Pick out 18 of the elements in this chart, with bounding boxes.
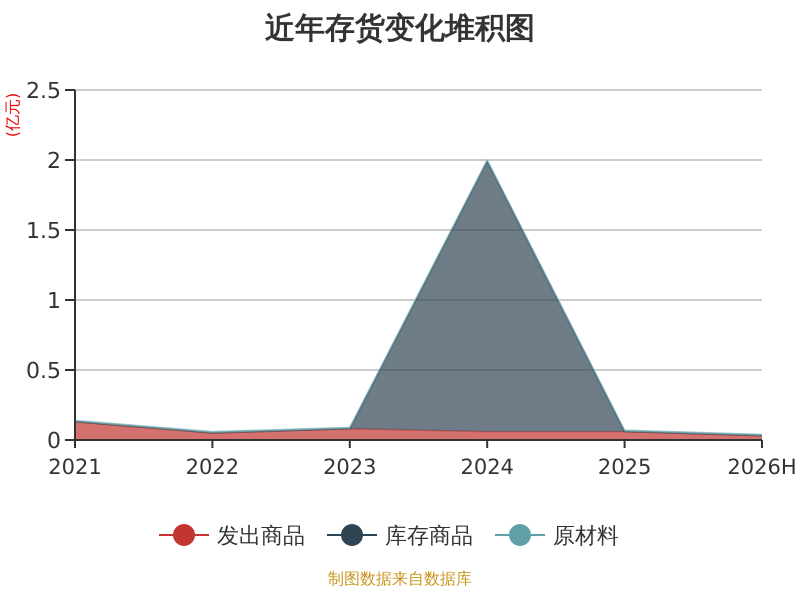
y-tick-label: 2 <box>47 149 61 174</box>
x-tick-label: 2021 <box>48 455 102 479</box>
x-tick-label: 2022 <box>186 455 240 479</box>
y-tick-label: 1.5 <box>26 219 61 244</box>
chart-title: 近年存货变化堆积图 <box>265 11 535 46</box>
x-tick-label: 2025 <box>598 455 652 479</box>
legend-label: 发出商品 <box>217 524 305 549</box>
y-axis-title: (亿元) <box>3 92 22 138</box>
x-tick-label: 2024 <box>460 455 514 479</box>
text: 制图数据来自数据库 <box>328 569 472 588</box>
y-tick-label: 1 <box>47 289 61 314</box>
x-tick-label: 2023 <box>323 455 377 479</box>
x-tick-label: 2026H <box>727 455 797 479</box>
y-tick-label: 2.5 <box>26 79 61 104</box>
y-tick-label: 0 <box>47 429 61 454</box>
legend-label: 库存商品 <box>385 524 473 549</box>
y-tick-label: 0.5 <box>26 359 61 384</box>
legend-label: 原材料 <box>553 524 619 549</box>
